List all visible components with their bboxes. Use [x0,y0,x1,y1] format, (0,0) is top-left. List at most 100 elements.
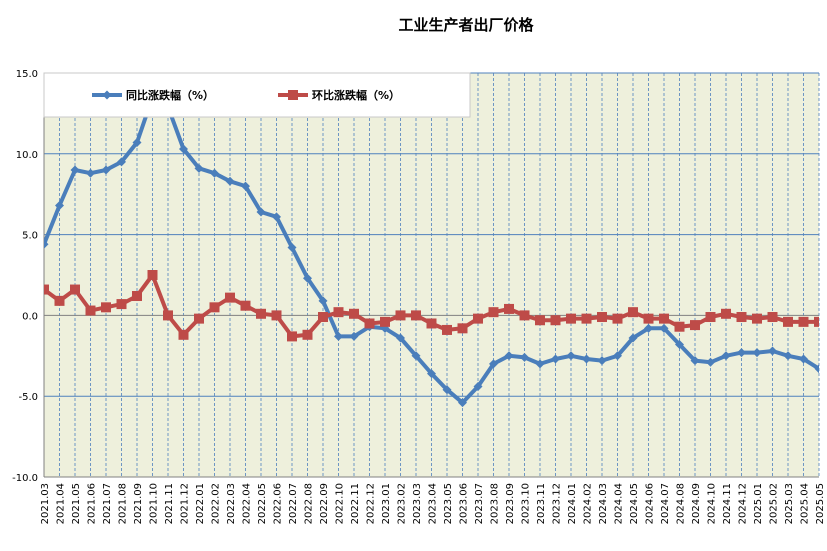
yoy-data-point [44,239,49,249]
yoy-data-point [256,207,266,217]
x-tick-label: 2023.10 [521,483,532,524]
mom-data-point [116,299,127,310]
mom-data-point [566,313,576,324]
x-tick-label: 2021.11 [164,483,175,524]
mom-data-point [333,307,344,318]
x-tick-label: 2022.07 [288,483,299,524]
yoy-data-point [582,354,591,364]
yoy-data-point [427,369,436,379]
x-tick-label: 2025.01 [753,483,764,524]
x-tick-label: 2025.05 [815,483,826,524]
x-tick-label: 2024.07 [660,483,671,524]
x-tick-label: 2021.08 [118,483,129,524]
mom-data-point [163,310,173,321]
yoy-data-point [241,181,250,191]
x-tick-label: 2022.02 [211,483,222,524]
yoy-data-point [194,163,204,173]
yoy-data-point [814,364,819,374]
yoy-data-point [101,165,111,175]
x-tick-label: 2021.06 [87,483,98,524]
x-tick-label: 2021.05 [71,483,82,524]
yoy-data-point [442,385,452,395]
y-tick-label: 10.0 [16,150,38,161]
mom-data-point [597,312,607,323]
x-tick-label: 2022.12 [366,483,377,524]
yoy-data-point [783,351,793,361]
x-tick-label: 2022.03 [226,483,237,524]
mom-data-point [752,313,762,324]
mom-data-point [643,313,654,324]
yoy-data-point [86,168,95,178]
mom-data-point [628,307,638,318]
x-tick-label: 2024.01 [567,483,578,524]
mom-data-point [101,302,111,313]
yoy-data-point [566,351,576,361]
yoy-data-point [225,176,235,186]
x-tick-label: 2023.08 [490,483,501,524]
x-tick-label: 2022.10 [335,483,346,524]
mom-data-point [194,313,204,324]
x-tick-label: 2023.02 [397,483,408,524]
x-tick-label: 2025.04 [800,483,811,524]
yoy-data-point [799,354,808,364]
x-tick-label: 2022.08 [304,483,315,524]
mom-data-point [209,302,220,313]
x-tick-label: 2023.05 [443,483,454,524]
yoy-data-point [597,356,607,366]
mom-data-point [705,312,716,323]
yoy-data-point [706,357,715,367]
yoy-data-point [117,157,126,167]
yoy-data-point [334,331,343,341]
mom-data-point [457,323,468,334]
mom-data-point [442,324,452,335]
x-tick-label: 2023.04 [428,483,439,524]
mom-data-point [225,292,235,303]
x-tick-label: 2021.04 [56,483,67,524]
y-tick-label: 0.0 [22,311,38,322]
x-tick-label: 2024.08 [676,483,687,524]
x-tick-label: 2021.10 [149,483,160,524]
x-tick-label: 2024.09 [691,483,702,524]
x-tick-label: 2024.06 [645,483,656,524]
yoy-data-point [644,323,653,333]
mom-data-point [736,312,747,323]
yoy-data-point [210,168,219,178]
legend-marker-diamond [102,90,112,100]
mom-data-point [411,310,421,321]
mom-data-point [318,312,328,323]
yoy-data-point [411,351,421,361]
mom-data-point [380,316,390,327]
mom-data-point [783,316,793,327]
mom-data-point [132,291,142,302]
mom-data-point [287,331,297,342]
x-tick-label: 2024.02 [583,483,594,524]
yoy-data-point [737,348,746,358]
yoy-data-point [287,243,297,253]
x-tick-label: 2023.12 [552,483,563,524]
x-tick-label: 2023.07 [474,483,485,524]
x-tick-label: 2022.06 [273,483,284,524]
mom-data-point [721,308,731,319]
yoy-data-point [179,144,188,154]
mom-data-point [767,312,778,323]
mom-data-point [240,300,251,311]
x-tick-label: 2022.11 [350,483,361,524]
mom-data-point [178,329,189,340]
yoy-data-point [520,352,529,362]
mom-data-point [349,308,359,319]
x-tick-label: 2023.09 [505,483,516,524]
legend: 同比涨跌幅（%） 环比涨跌幅（%） [43,72,471,118]
yoy-data-point [272,212,281,222]
mom-data-point [612,313,623,324]
yoy-data-point [721,351,731,361]
x-tick-label: 2022.01 [195,483,206,524]
x-tick-label: 2024.12 [738,483,749,524]
mom-data-point [302,329,313,340]
yoy-data-point [318,296,328,306]
x-tick-label: 2022.09 [319,483,330,524]
mom-data-point [44,284,49,295]
mom-data-point [147,270,158,280]
mom-data-point [519,310,530,321]
x-tick-label: 2023.03 [412,483,423,524]
series-group [44,92,819,408]
